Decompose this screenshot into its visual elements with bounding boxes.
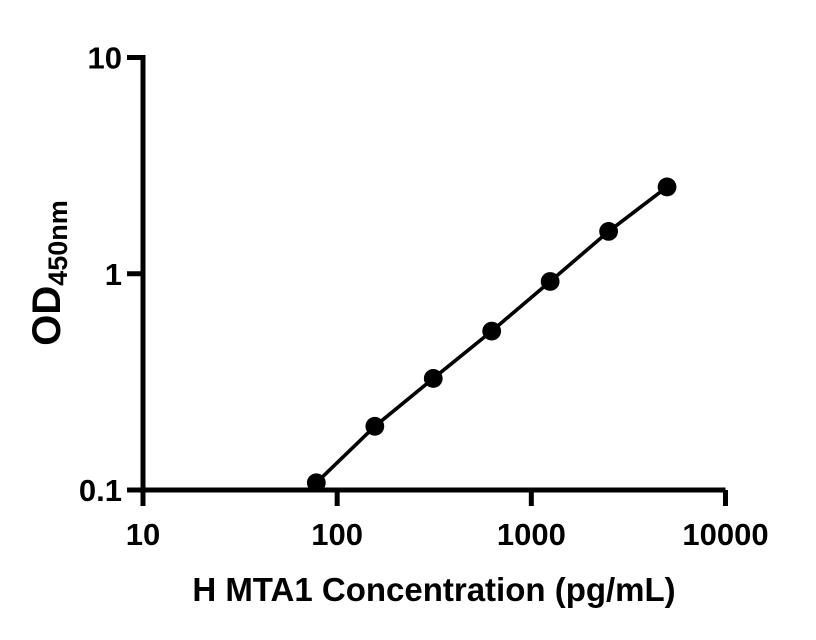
plot-area: 10 100 1000 10000 0.1 1 10 [79, 41, 769, 553]
data-point [599, 221, 618, 241]
y-axis-title-subscript: 450nm [43, 200, 73, 286]
data-point [482, 321, 502, 341]
y-tick-label: 1 [105, 257, 122, 292]
y-axis-title-main: OD [25, 286, 69, 346]
x-tick-label: 100 [311, 517, 363, 552]
x-tick-label: 1000 [497, 517, 566, 552]
y-tick-label: 0.1 [79, 473, 122, 508]
x-axis-title: H MTA1 Concentration (pg/mL) [192, 571, 675, 608]
data-point [306, 473, 326, 493]
data-point [540, 272, 560, 291]
x-tick-label: 10 [126, 517, 160, 552]
data-point [365, 416, 385, 436]
data-point [657, 177, 677, 197]
y-tick-label: 10 [88, 41, 122, 76]
x-tick-label: 10000 [682, 517, 768, 552]
data-point [423, 369, 443, 388]
y-axis-title: OD450nm [25, 200, 73, 346]
